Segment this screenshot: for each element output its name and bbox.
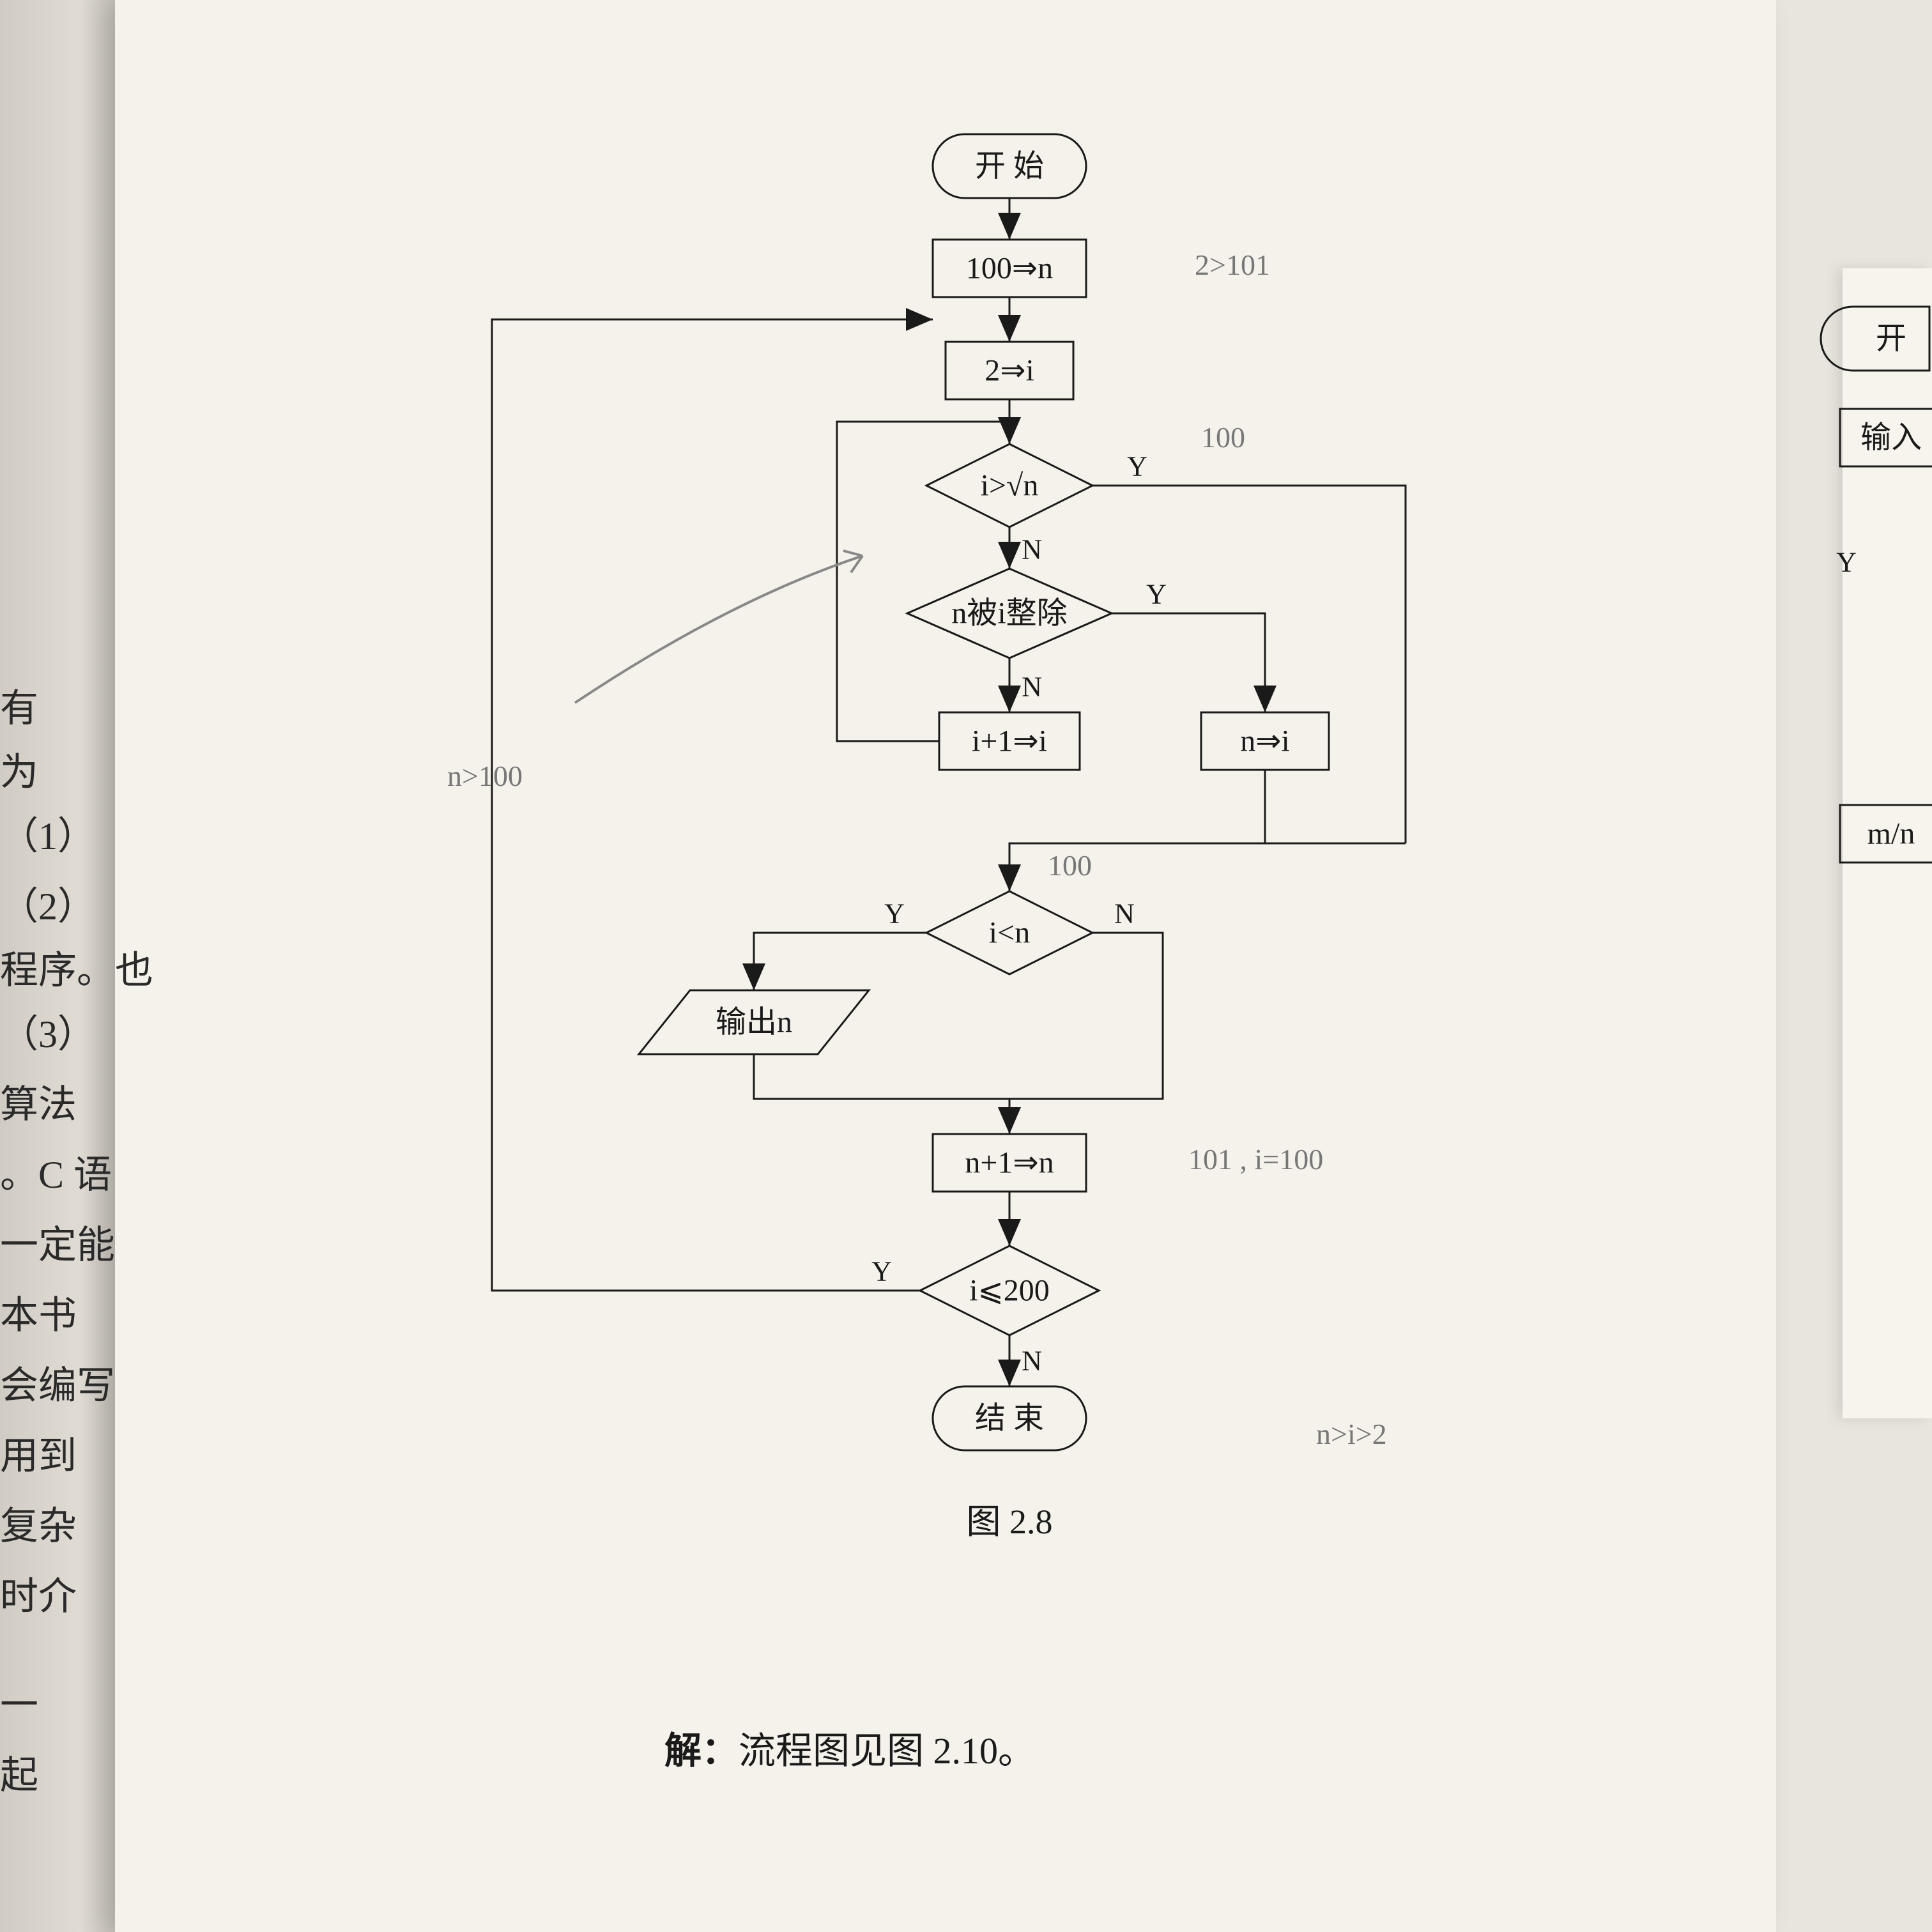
node-label-d_iltn: i<n xyxy=(989,916,1030,950)
edge-d_200-loop2 xyxy=(492,319,933,1291)
edge-d_iltn-merge3 xyxy=(1009,933,1163,1099)
edge-d_iltn-outn xyxy=(754,933,926,990)
edge-label: Y xyxy=(884,898,905,930)
edge-label: N xyxy=(1022,671,1042,703)
node-ninc: n+1⇒n xyxy=(933,1134,1086,1192)
node-label-end: 结 束 xyxy=(975,1402,1044,1436)
node-label-iinc: i+1⇒i xyxy=(972,724,1047,758)
node-label-outn: 输出n xyxy=(716,1006,792,1039)
node-label-ni: n⇒i xyxy=(1240,724,1290,758)
node-n100: 100⇒n xyxy=(933,240,1086,297)
node-label-n100: 100⇒n xyxy=(966,252,1053,286)
flowchart: N Y N Y Y N N Y 开 始 100⇒n 2⇒i i>√n n被i整除 i+1⇒i n⇒i i<n… xyxy=(0,0,1932,1932)
edge-outn-merge3b xyxy=(754,1054,1009,1099)
node-d_sqrt: i>√n xyxy=(926,444,1092,527)
edge-d_div-ni xyxy=(1112,613,1265,712)
edge-ni-merge2b xyxy=(1265,770,1406,843)
handwritten-note: 100 xyxy=(1201,421,1245,454)
handwritten-arrow xyxy=(575,556,862,703)
figure-caption: 图 2.8 xyxy=(967,1503,1053,1541)
edge-label: N xyxy=(1022,534,1042,565)
edge-label: Y xyxy=(1146,579,1167,610)
right-frag-text: 开 xyxy=(1876,322,1906,356)
node-end: 结 束 xyxy=(933,1386,1086,1450)
node-label-d_sqrt: i>√n xyxy=(981,469,1039,503)
node-d_iltn: i<n xyxy=(926,891,1092,974)
node-d_div: n被i整除 xyxy=(907,569,1112,658)
edge-label: Y xyxy=(1127,451,1147,482)
right-frag-text: m/n xyxy=(1867,817,1915,851)
handwritten-note: n>i>2 xyxy=(1316,1418,1387,1450)
node-d_200: i⩽200 xyxy=(920,1246,1099,1335)
edge-d_sqrt-merge2 xyxy=(1092,486,1406,843)
handwritten-note: 101 , i=100 xyxy=(1188,1143,1323,1176)
handwritten-note: 2>101 xyxy=(1195,249,1270,281)
node-label-d_200: i⩽200 xyxy=(969,1274,1050,1308)
node-label-i2: 2⇒i xyxy=(985,354,1034,388)
node-outn: 输出n xyxy=(639,990,869,1054)
node-ni: n⇒i xyxy=(1201,712,1329,770)
handwritten-note: 100 xyxy=(1048,849,1092,882)
right-frag-text: 输入 xyxy=(1860,421,1922,455)
right-frag-text: Y xyxy=(1836,547,1857,578)
node-label-d_div: n被i整除 xyxy=(951,597,1067,631)
node-iinc: i+1⇒i xyxy=(939,712,1080,770)
node-label-start: 开 始 xyxy=(975,150,1044,183)
node-start: 开 始 xyxy=(933,134,1086,198)
solution-line: 解：流程图见图 2.10。 xyxy=(664,1730,1035,1772)
edge-label: N xyxy=(1114,898,1135,930)
edge-label: N xyxy=(1022,1346,1042,1377)
node-label-ninc: n+1⇒n xyxy=(965,1146,1054,1180)
node-i2: 2⇒i xyxy=(946,342,1073,399)
handwritten-note: n>100 xyxy=(447,760,523,792)
edge-label: Y xyxy=(871,1256,892,1287)
